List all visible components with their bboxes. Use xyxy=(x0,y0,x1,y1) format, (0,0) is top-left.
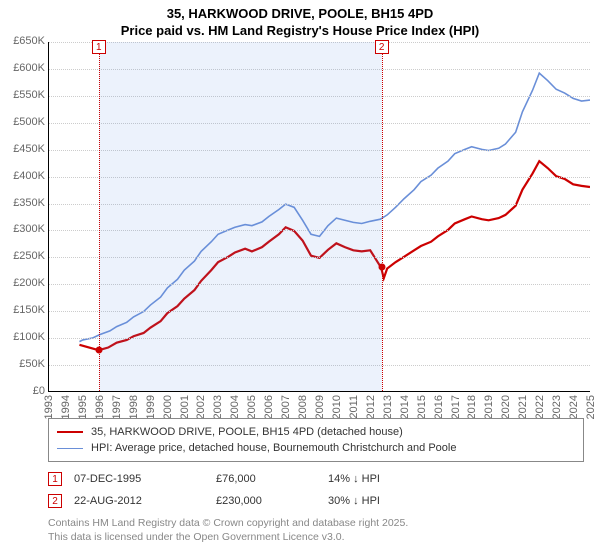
sale-marker-number: 2 xyxy=(375,40,389,54)
y-axis-label: £650K xyxy=(1,35,45,47)
datapoint-row: 1 07-DEC-1995 £76,000 14% ↓ HPI xyxy=(48,468,584,490)
ownership-shade xyxy=(99,42,382,391)
legend-swatch xyxy=(57,431,83,433)
legend-row: 35, HARKWOOD DRIVE, POOLE, BH15 4PD (det… xyxy=(57,424,575,440)
sale-point-dot xyxy=(95,347,102,354)
chart-container: 35, HARKWOOD DRIVE, POOLE, BH15 4PD Pric… xyxy=(0,0,600,560)
chart-area: £0 £50K £100K £150K £200K £250K £300K £350K £400… xyxy=(0,42,600,412)
sale-marker-number: 1 xyxy=(92,40,106,54)
sale-marker-line xyxy=(99,42,100,391)
datapoint-delta: 30% ↓ HPI xyxy=(328,495,380,507)
legend-box: 35, HARKWOOD DRIVE, POOLE, BH15 4PD (det… xyxy=(48,418,584,462)
sale-point-dot xyxy=(378,264,385,271)
y-axis-label: £100K xyxy=(1,331,45,343)
datapoint-price: £76,000 xyxy=(216,473,316,485)
title-subtitle: Price paid vs. HM Land Registry's House … xyxy=(0,23,600,40)
y-axis-label: £550K xyxy=(1,89,45,101)
title-block: 35, HARKWOOD DRIVE, POOLE, BH15 4PD Pric… xyxy=(0,0,600,42)
y-axis-label: £50K xyxy=(1,358,45,370)
datapoint-delta: 14% ↓ HPI xyxy=(328,473,380,485)
legend-swatch xyxy=(57,448,83,449)
legend-label: HPI: Average price, detached house, Bour… xyxy=(91,442,456,454)
y-axis-label: £0 xyxy=(1,385,45,397)
datapoint-price: £230,000 xyxy=(216,495,316,507)
y-axis-label: £600K xyxy=(1,62,45,74)
y-axis-label: £350K xyxy=(1,197,45,209)
datapoints-table: 1 07-DEC-1995 £76,000 14% ↓ HPI 2 22-AUG-2012… xyxy=(48,468,584,512)
y-axis-label: £400K xyxy=(1,170,45,182)
datapoint-number: 2 xyxy=(48,494,62,508)
y-axis-label: £450K xyxy=(1,143,45,155)
datapoint-row: 2 22-AUG-2012 £230,000 30% ↓ HPI xyxy=(48,490,584,512)
y-axis-label: £300K xyxy=(1,223,45,235)
attribution-line: This data is licensed under the Open Gov… xyxy=(48,530,584,544)
sale-marker-line xyxy=(382,42,383,391)
y-axis-label: £500K xyxy=(1,116,45,128)
y-axis-label: £200K xyxy=(1,277,45,289)
x-axis-label: 2025 xyxy=(585,395,597,425)
y-axis-label: £150K xyxy=(1,304,45,316)
datapoint-number: 1 xyxy=(48,472,62,486)
y-axis-label: £250K xyxy=(1,250,45,262)
plot-area: £0£50K£100K£150K£200K£250K£300K£350K£400… xyxy=(48,42,590,392)
attribution: Contains HM Land Registry data © Crown c… xyxy=(48,516,584,544)
datapoint-date: 22-AUG-2012 xyxy=(74,495,204,507)
attribution-line: Contains HM Land Registry data © Crown c… xyxy=(48,516,584,530)
legend-row: HPI: Average price, detached house, Bour… xyxy=(57,440,575,456)
title-address: 35, HARKWOOD DRIVE, POOLE, BH15 4PD xyxy=(0,6,600,23)
legend-label: 35, HARKWOOD DRIVE, POOLE, BH15 4PD (det… xyxy=(91,426,403,438)
datapoint-date: 07-DEC-1995 xyxy=(74,473,204,485)
